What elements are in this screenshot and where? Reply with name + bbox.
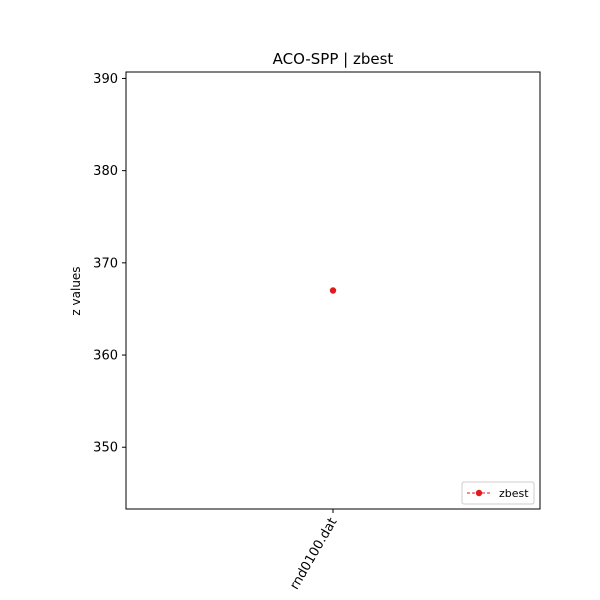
y-tick-label: 370: [93, 256, 118, 271]
y-axis-label: z values: [69, 266, 83, 315]
y-tick-label: 350: [93, 441, 118, 456]
y-tick-label: 380: [93, 164, 118, 179]
legend-box: [461, 481, 535, 505]
y-tick-label: 360: [93, 349, 118, 364]
legend: zbest: [461, 481, 535, 505]
chart-title: ACO-SPP | zbest: [273, 50, 394, 68]
y-tick-label: 390: [93, 72, 118, 87]
legend-entry-zbest: zbest: [499, 487, 529, 500]
legend-marker-swatch: [475, 489, 483, 497]
series-layer: [329, 287, 337, 294]
data-point-zbest: [329, 287, 337, 294]
y-axis: 350 360 370 380 390: [93, 72, 126, 456]
